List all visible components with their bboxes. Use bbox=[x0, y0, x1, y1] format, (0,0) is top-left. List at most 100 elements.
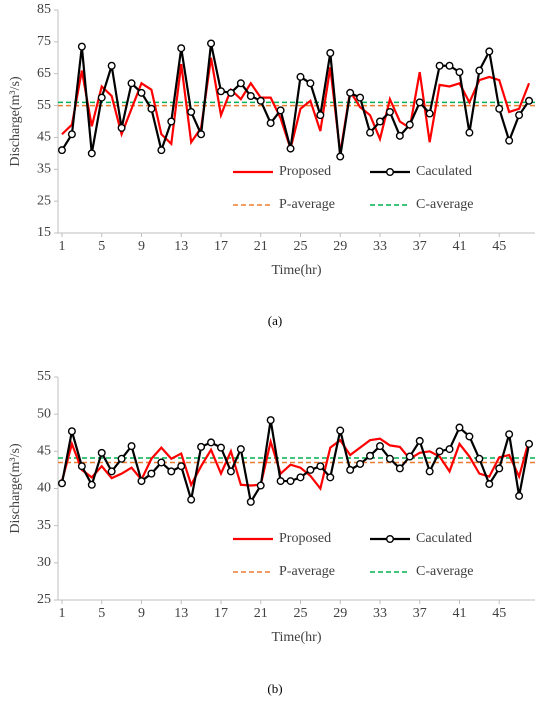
point bbox=[515, 111, 524, 120]
y-tick-label: 25 bbox=[37, 592, 51, 607]
point bbox=[177, 44, 186, 53]
point bbox=[127, 79, 136, 88]
point bbox=[495, 104, 504, 113]
x-tick-label: 5 bbox=[98, 606, 105, 621]
x-tick-label: 21 bbox=[254, 606, 268, 621]
series-line bbox=[61, 57, 531, 154]
point bbox=[167, 467, 176, 476]
y-tick-label: 55 bbox=[37, 369, 51, 384]
caption: (b) bbox=[267, 681, 282, 696]
point bbox=[127, 442, 136, 451]
point bbox=[137, 477, 146, 486]
point bbox=[366, 451, 375, 460]
point bbox=[216, 87, 225, 96]
point bbox=[336, 426, 345, 435]
point bbox=[296, 473, 305, 482]
x-tick-label: 9 bbox=[138, 239, 145, 254]
point bbox=[316, 462, 325, 471]
point bbox=[157, 146, 166, 155]
point bbox=[286, 144, 295, 153]
series-line bbox=[61, 43, 530, 157]
point bbox=[375, 442, 384, 451]
point bbox=[57, 146, 66, 155]
point bbox=[495, 464, 504, 473]
point bbox=[505, 136, 514, 145]
x-tick-label: 13 bbox=[174, 239, 188, 254]
caption: (a) bbox=[268, 313, 282, 328]
point bbox=[445, 445, 454, 454]
point bbox=[236, 445, 245, 454]
point bbox=[236, 79, 245, 88]
point bbox=[107, 467, 116, 476]
legend-label: Caculated bbox=[416, 531, 472, 546]
point bbox=[226, 467, 235, 476]
point bbox=[216, 443, 225, 452]
point bbox=[346, 465, 355, 474]
point bbox=[336, 152, 345, 161]
point bbox=[485, 480, 494, 489]
x-tick-label: 13 bbox=[174, 606, 188, 621]
legend-label: C-average bbox=[416, 564, 474, 579]
point bbox=[525, 96, 534, 105]
point bbox=[67, 130, 76, 139]
point bbox=[465, 432, 474, 441]
point bbox=[246, 497, 255, 506]
x-tick-label: 5 bbox=[98, 239, 105, 254]
point bbox=[256, 96, 265, 105]
point bbox=[455, 68, 464, 77]
point bbox=[375, 117, 384, 126]
point bbox=[525, 439, 534, 448]
y-tick-label: 40 bbox=[37, 481, 51, 496]
point bbox=[415, 436, 424, 445]
point bbox=[445, 61, 454, 70]
point bbox=[107, 61, 116, 70]
point bbox=[157, 458, 166, 467]
point bbox=[137, 88, 146, 97]
x-axis-label: Time(hr) bbox=[271, 263, 321, 278]
point bbox=[385, 454, 394, 463]
point bbox=[515, 491, 524, 500]
y-tick-label: 35 bbox=[37, 518, 51, 533]
x-tick-label: 9 bbox=[138, 606, 145, 621]
point bbox=[415, 98, 424, 107]
point bbox=[77, 42, 86, 51]
point bbox=[117, 123, 126, 132]
series-line bbox=[60, 419, 531, 505]
y-axis-label: Discharge(m³/s) bbox=[8, 76, 23, 167]
legend-marker bbox=[386, 167, 395, 176]
legend-label: P-average bbox=[279, 197, 335, 212]
point bbox=[286, 477, 295, 486]
point bbox=[67, 427, 76, 436]
x-tick-label: 21 bbox=[254, 239, 268, 254]
y-tick-label: 15 bbox=[37, 225, 51, 240]
x-tick-label: 29 bbox=[333, 239, 347, 254]
y-tick-label: 65 bbox=[37, 66, 51, 81]
point bbox=[465, 128, 474, 137]
point bbox=[356, 93, 365, 102]
y-tick-label: 50 bbox=[37, 406, 51, 421]
point bbox=[207, 39, 216, 48]
point bbox=[226, 88, 235, 97]
point bbox=[475, 66, 484, 75]
y-axis-label: Discharge(m³/s) bbox=[8, 443, 23, 534]
point bbox=[316, 111, 325, 120]
point bbox=[147, 104, 156, 113]
point bbox=[276, 106, 285, 115]
point bbox=[187, 107, 196, 116]
point bbox=[77, 462, 86, 471]
point bbox=[326, 473, 335, 482]
point bbox=[306, 465, 315, 474]
x-tick-label: 45 bbox=[492, 239, 506, 254]
y-tick-label: 45 bbox=[37, 444, 51, 459]
x-tick-label: 41 bbox=[452, 239, 466, 254]
point bbox=[87, 149, 96, 158]
y-tick-label: 30 bbox=[37, 555, 51, 570]
point bbox=[167, 117, 176, 126]
point bbox=[187, 495, 196, 504]
point bbox=[505, 430, 514, 439]
y-tick-label: 85 bbox=[37, 2, 51, 17]
x-tick-label: 33 bbox=[373, 606, 387, 621]
point bbox=[296, 72, 305, 81]
point bbox=[435, 61, 444, 70]
